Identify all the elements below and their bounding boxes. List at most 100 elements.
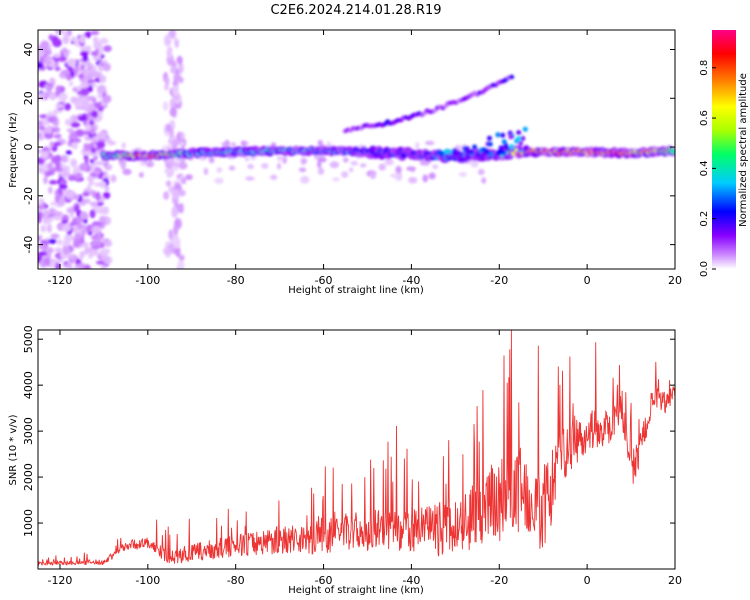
spectral-blob — [104, 137, 112, 142]
spectrogram-y-axis-label: Frequency (Hz) — [8, 112, 19, 188]
spectral-blob — [83, 130, 93, 135]
spectral-blob — [104, 186, 110, 192]
spectral-blob — [522, 126, 528, 132]
x-tick-label: -60 — [315, 574, 333, 587]
spectral-blob — [164, 168, 174, 174]
spectral-blob — [180, 131, 185, 141]
spectral-blob — [89, 201, 98, 207]
spectral-blob — [55, 161, 61, 170]
spectral-blob — [52, 215, 63, 221]
spectral-blob — [84, 157, 89, 164]
spectral-blob — [70, 122, 81, 128]
spectral-blob — [94, 182, 100, 187]
spectral-blob — [91, 82, 97, 88]
spectral-blob — [48, 34, 54, 41]
spectral-blob — [228, 165, 236, 171]
spectral-blob — [516, 130, 522, 136]
snr-panel: -120 -100 -80 -60 -40 -20 0 20 1000 2000 3000 4000… — [8, 325, 682, 596]
spectral-blob — [62, 239, 71, 248]
spectral-blob — [74, 172, 82, 180]
spectral-blob — [38, 92, 46, 101]
spectral-blob — [93, 170, 101, 175]
spectral-blob — [455, 149, 461, 155]
spectral-blob — [103, 45, 112, 52]
spectral-blob — [38, 50, 45, 58]
spectral-blob — [669, 148, 675, 154]
spectral-blob — [71, 141, 79, 150]
spectral-blob — [92, 36, 99, 44]
spectral-blob — [395, 165, 402, 174]
spectral-blob — [61, 214, 69, 221]
spectral-blob — [97, 110, 103, 119]
spectral-blob — [68, 253, 75, 261]
spectral-blob — [216, 167, 223, 173]
spectral-blob — [50, 201, 58, 206]
x-tick-label: -120 — [47, 274, 72, 287]
spectral-blob — [86, 184, 92, 192]
spectrogram-panel: -120 -100 -80 -60 -40 -20 0 20 -40 -20 0 20 40 Heig… — [8, 29, 682, 296]
spectral-blob — [64, 103, 71, 111]
spectral-blob — [98, 181, 107, 188]
spectral-blob — [60, 69, 71, 76]
spectral-blob — [301, 157, 306, 166]
spectral-blob — [516, 136, 522, 142]
x-tick-label: -120 — [47, 574, 72, 587]
spectral-blob — [87, 96, 96, 101]
spectral-blob — [44, 132, 54, 140]
spectral-blob — [102, 191, 111, 199]
spectral-blob — [84, 151, 92, 156]
spectral-blob — [169, 98, 175, 110]
spectral-blob — [91, 225, 101, 234]
spectral-blob — [43, 176, 48, 185]
y-tick-label: -20 — [22, 187, 35, 205]
spectral-blob — [64, 118, 73, 126]
spectral-blob — [110, 174, 117, 183]
spectral-blob — [73, 66, 79, 75]
spectral-blob — [45, 83, 55, 88]
spectral-blob — [79, 163, 89, 172]
spectral-blob — [72, 239, 81, 248]
spectral-blob — [70, 36, 77, 42]
spectral-blob — [173, 236, 181, 249]
colorbar: 0.0 0.2 0.4 0.6 0.8 Normalized spectral ampl… — [699, 30, 749, 277]
spectral-blob — [384, 159, 394, 166]
spectral-blob — [47, 162, 54, 172]
spectral-blob — [329, 161, 340, 169]
spectral-blob — [230, 142, 237, 147]
spectral-blob — [501, 139, 507, 145]
y-tick-label: 40 — [22, 43, 35, 57]
spectral-blob — [61, 154, 67, 163]
spectral-blob — [443, 149, 449, 155]
spectral-blob — [47, 223, 52, 233]
spectral-blob — [121, 142, 126, 149]
spectral-blob — [101, 206, 110, 215]
figure-title: C2E6.2024.214.01.28.R19 — [270, 3, 441, 18]
spectrogram-y-ticks: -40 -20 0 20 40 — [22, 43, 675, 254]
spectral-blob — [81, 101, 91, 110]
spectral-blob — [178, 62, 184, 74]
spectral-blob — [56, 88, 61, 96]
spectral-blob — [53, 211, 63, 217]
x-tick-label: -20 — [490, 274, 508, 287]
spectral-blob — [378, 163, 386, 171]
spectral-blob — [48, 186, 53, 194]
spectral-blob — [54, 66, 61, 71]
spectral-blob — [44, 59, 52, 66]
spectral-blob — [49, 261, 56, 268]
spectral-blob — [67, 30, 72, 37]
spectral-blob — [178, 161, 188, 170]
x-tick-label: 0 — [584, 274, 591, 287]
spectral-blob — [178, 189, 186, 197]
spectral-blob — [508, 134, 514, 140]
spectrogram-x-ticks: -120 -100 -80 -60 -40 -20 0 20 — [47, 30, 682, 287]
spectrogram-x-axis-label: Height of straight line (km) — [288, 285, 424, 296]
spectral-blob — [424, 140, 435, 146]
spectral-blob — [52, 38, 62, 48]
spectral-blob — [38, 214, 42, 224]
spectral-blob — [54, 247, 63, 253]
spectrogram-frame — [37, 29, 676, 270]
spectral-blob — [53, 108, 58, 116]
spectral-blob — [52, 53, 62, 58]
spectral-blob — [56, 238, 63, 246]
